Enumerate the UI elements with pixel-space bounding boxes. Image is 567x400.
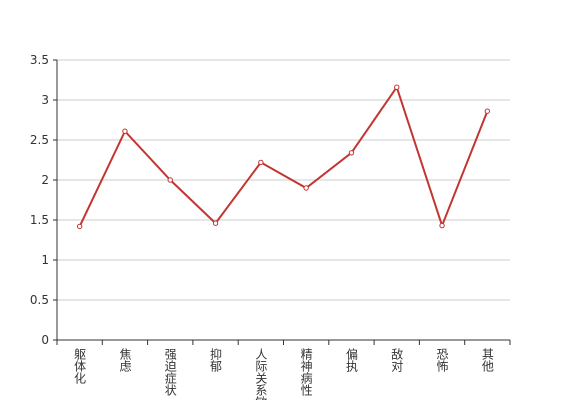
x-tick-label: 精神病性: [299, 348, 313, 397]
y-tick-label: 3: [41, 93, 49, 107]
x-tick-label: 人际关系敏感: [254, 348, 268, 400]
y-tick-label: 1.5: [30, 213, 49, 227]
point: [303, 185, 309, 191]
point: [212, 220, 219, 226]
point: [76, 223, 83, 230]
x-tick-label: 强迫症状: [163, 348, 177, 396]
y-tick-label: 2.5: [30, 133, 49, 147]
point: [439, 222, 445, 229]
y-tick-label: 0.5: [30, 293, 49, 307]
x-tick-label: 偏执: [344, 347, 358, 373]
line: [78, 84, 489, 229]
point: [394, 84, 400, 90]
point: [348, 150, 355, 156]
x-tick-label: 抑郁: [209, 347, 223, 373]
x-tick-label: 躯体化: [73, 347, 87, 385]
y-tick-label: 1: [41, 253, 49, 267]
point: [258, 159, 264, 166]
point: [167, 177, 173, 183]
point: [122, 128, 128, 134]
x-tick-label: 敌对: [390, 347, 404, 372]
x-tick-label: 恐怖: [435, 348, 449, 372]
y-tick-label: 0: [41, 333, 49, 347]
x-tick-label: 焦虑: [118, 348, 132, 372]
point: [484, 108, 491, 114]
y-tick-label: 3.5: [30, 53, 49, 67]
x-tick-label: 其他: [480, 348, 494, 372]
y-tick-label: 2: [41, 173, 49, 187]
